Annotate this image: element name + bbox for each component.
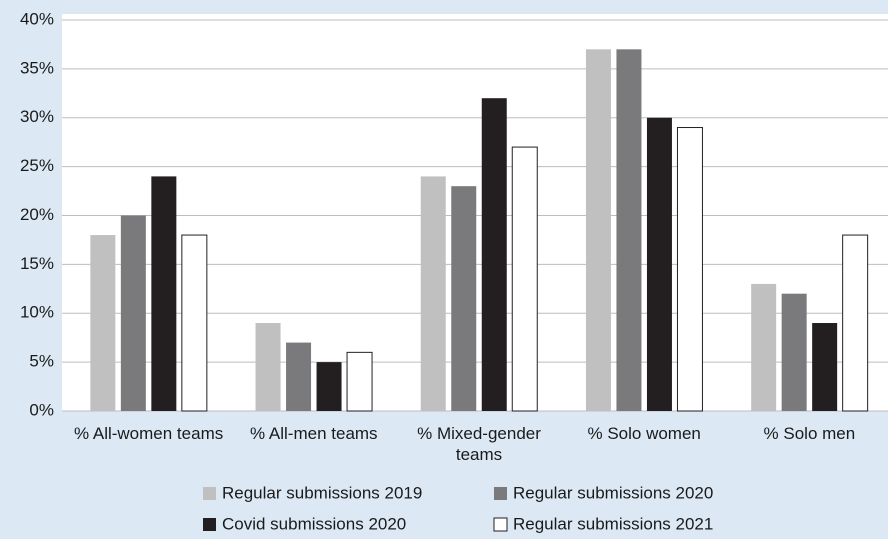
- bar: [90, 235, 116, 411]
- legend-swatch: [203, 487, 216, 500]
- y-tick-label: 20%: [20, 205, 54, 224]
- y-tick-label: 40%: [20, 9, 54, 28]
- legend-label: Regular submissions 2020: [513, 483, 713, 502]
- legend-label: Regular submissions 2021: [513, 514, 713, 533]
- bar: [451, 186, 477, 411]
- x-tick-label: % Solo men: [763, 424, 856, 443]
- x-tick-label: % All-men teams: [250, 424, 378, 443]
- bar: [781, 293, 807, 411]
- bar: [420, 176, 446, 411]
- y-tick-label: 30%: [20, 107, 54, 126]
- y-tick-label: 0%: [29, 400, 54, 419]
- bar: [316, 362, 342, 411]
- y-tick-label: 15%: [20, 254, 54, 273]
- bar: [255, 323, 281, 411]
- bar: [676, 127, 703, 412]
- x-tick-label: % All-women teams: [73, 424, 224, 443]
- bar: [346, 351, 373, 412]
- legend-swatch: [494, 487, 507, 500]
- y-tick-label: 35%: [20, 58, 54, 77]
- x-tick-label: % Mixed-gender teams: [417, 424, 541, 464]
- bar: [481, 98, 507, 411]
- y-tick-label: 5%: [29, 352, 54, 371]
- bar: [812, 323, 838, 411]
- legend-swatch: [203, 518, 216, 531]
- bar: [181, 234, 208, 412]
- legend-swatch: [493, 517, 508, 532]
- x-tick-label: % Solo women: [587, 424, 701, 443]
- bar: [751, 283, 777, 411]
- bar: [511, 146, 538, 412]
- bar: [120, 215, 146, 411]
- legend-label: Regular submissions 2019: [222, 483, 422, 502]
- bar: [286, 342, 312, 411]
- legend-label: Covid submissions 2020: [222, 514, 406, 533]
- y-tick-label: 10%: [20, 303, 54, 322]
- bar: [151, 176, 177, 411]
- bar: [616, 49, 642, 411]
- bar: [646, 117, 672, 411]
- bar: [585, 49, 611, 411]
- bar: [842, 234, 869, 412]
- y-tick-label: 25%: [20, 156, 54, 175]
